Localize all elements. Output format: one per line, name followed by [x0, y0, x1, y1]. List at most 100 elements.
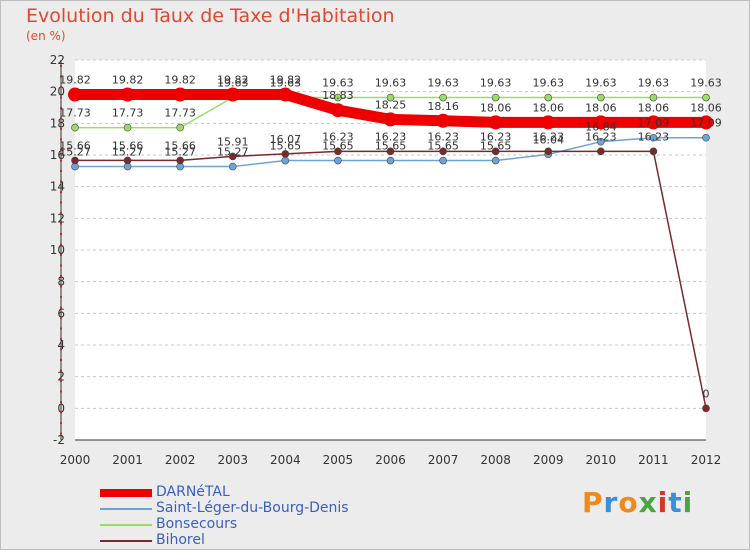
- x-tick-label: 2007: [428, 453, 459, 467]
- axis-marker: [60, 128, 62, 130]
- axis-marker: [60, 411, 62, 414]
- data-label: 17.73: [59, 107, 91, 120]
- axis-marker: [60, 233, 62, 235]
- data-label: 18.06: [638, 101, 670, 114]
- axis-marker: [60, 264, 62, 267]
- axis-marker: [60, 191, 62, 193]
- data-label: 17.73: [112, 107, 144, 120]
- data-point: [123, 123, 132, 132]
- logo-letter: i: [657, 486, 669, 519]
- axis-marker: [60, 138, 62, 141]
- data-point: [597, 147, 605, 156]
- data-point: [176, 123, 184, 132]
- x-tick-label: 2004: [270, 453, 301, 467]
- data-point: [597, 137, 605, 146]
- data-label: 19.63: [480, 77, 512, 90]
- data-label: 15.27: [164, 146, 196, 159]
- data-label: 16.23: [638, 130, 670, 143]
- data-point: [281, 150, 290, 158]
- data-point: [436, 113, 451, 128]
- data-label: 15.65: [375, 140, 407, 153]
- data-point: [383, 112, 398, 127]
- data-point: [649, 93, 658, 102]
- x-tick-label: 2001: [112, 453, 143, 467]
- axis-marker: [60, 401, 62, 403]
- data-point: [228, 152, 237, 161]
- data-label: 15.66: [59, 139, 91, 152]
- data-label: 19.63: [217, 77, 249, 90]
- axis-marker: [60, 254, 62, 256]
- axis-marker: [60, 317, 62, 319]
- data-point: [71, 123, 79, 132]
- data-point: [646, 115, 661, 130]
- data-point: [597, 93, 605, 102]
- data-label: 15.65: [427, 140, 459, 153]
- data-point: [225, 87, 240, 102]
- x-tick-label: 2006: [375, 453, 406, 467]
- data-label: 16.07: [270, 133, 302, 146]
- legend-label: Bonsecours: [156, 516, 238, 532]
- data-point: [71, 156, 79, 165]
- data-label: 18.06: [533, 101, 565, 114]
- legend-swatch: [100, 489, 152, 497]
- data-label: 15.66: [112, 139, 144, 152]
- data-label: 19.82: [217, 74, 249, 87]
- data-label: 19.82: [112, 74, 144, 87]
- data-point: [386, 156, 395, 165]
- data-point: [541, 115, 556, 130]
- axis-marker: [60, 380, 62, 382]
- data-point: [702, 93, 710, 102]
- axis-marker: [60, 222, 62, 225]
- x-tick-label: 2011: [638, 453, 669, 467]
- axis-marker: [60, 348, 62, 351]
- axis-marker: [60, 306, 62, 309]
- legend-label: Saint-Léger-du-Bourg-Denis: [156, 500, 349, 516]
- y-tick-label: -2: [53, 433, 65, 447]
- data-label: 16.84: [585, 121, 617, 134]
- x-tick-label: 2008: [480, 453, 511, 467]
- axis-marker: [60, 170, 62, 172]
- data-label: 15.65: [270, 140, 302, 153]
- x-tick-label: 2002: [165, 453, 196, 467]
- data-label: 16.04: [533, 133, 565, 146]
- logo-letter: i: [682, 486, 694, 519]
- data-point: [699, 115, 713, 130]
- data-label: 19.63: [533, 77, 565, 90]
- data-point: [439, 147, 447, 156]
- legend-swatch: [100, 508, 152, 510]
- data-point: [386, 93, 395, 102]
- data-label: 18.83: [322, 89, 354, 102]
- x-tick-label: 2009: [533, 453, 564, 467]
- data-label: 16.23: [427, 130, 459, 143]
- data-point: [491, 93, 500, 102]
- data-label: 19.63: [270, 77, 302, 90]
- data-label: 19.82: [164, 74, 196, 87]
- data-point: [334, 156, 342, 165]
- axis-marker: [60, 212, 62, 214]
- data-label: 15.27: [112, 146, 144, 159]
- data-label: 15.27: [59, 146, 91, 159]
- data-label: 18.16: [427, 100, 459, 113]
- data-label: 16.23: [480, 130, 512, 143]
- data-label: 17.09: [690, 117, 722, 130]
- x-tick-label: 2003: [217, 453, 248, 467]
- axis-marker: [60, 149, 62, 151]
- x-tick-label: 2005: [323, 453, 354, 467]
- logo-letter: r: [603, 486, 619, 519]
- axis-marker: [60, 296, 62, 298]
- legend-label: Bihorel: [156, 532, 205, 548]
- data-point: [120, 87, 135, 102]
- data-point: [334, 93, 342, 102]
- x-tick-label: 2012: [691, 453, 722, 467]
- data-label: 19.82: [59, 74, 91, 87]
- data-point: [702, 404, 710, 413]
- axis-marker: [60, 117, 62, 120]
- data-point: [123, 156, 132, 165]
- data-label: 18.06: [690, 101, 722, 114]
- y-tick-label: 14: [50, 180, 65, 194]
- axis-marker: [60, 96, 62, 99]
- data-label: 17.73: [164, 107, 196, 120]
- data-point: [488, 115, 503, 130]
- data-point: [544, 93, 553, 102]
